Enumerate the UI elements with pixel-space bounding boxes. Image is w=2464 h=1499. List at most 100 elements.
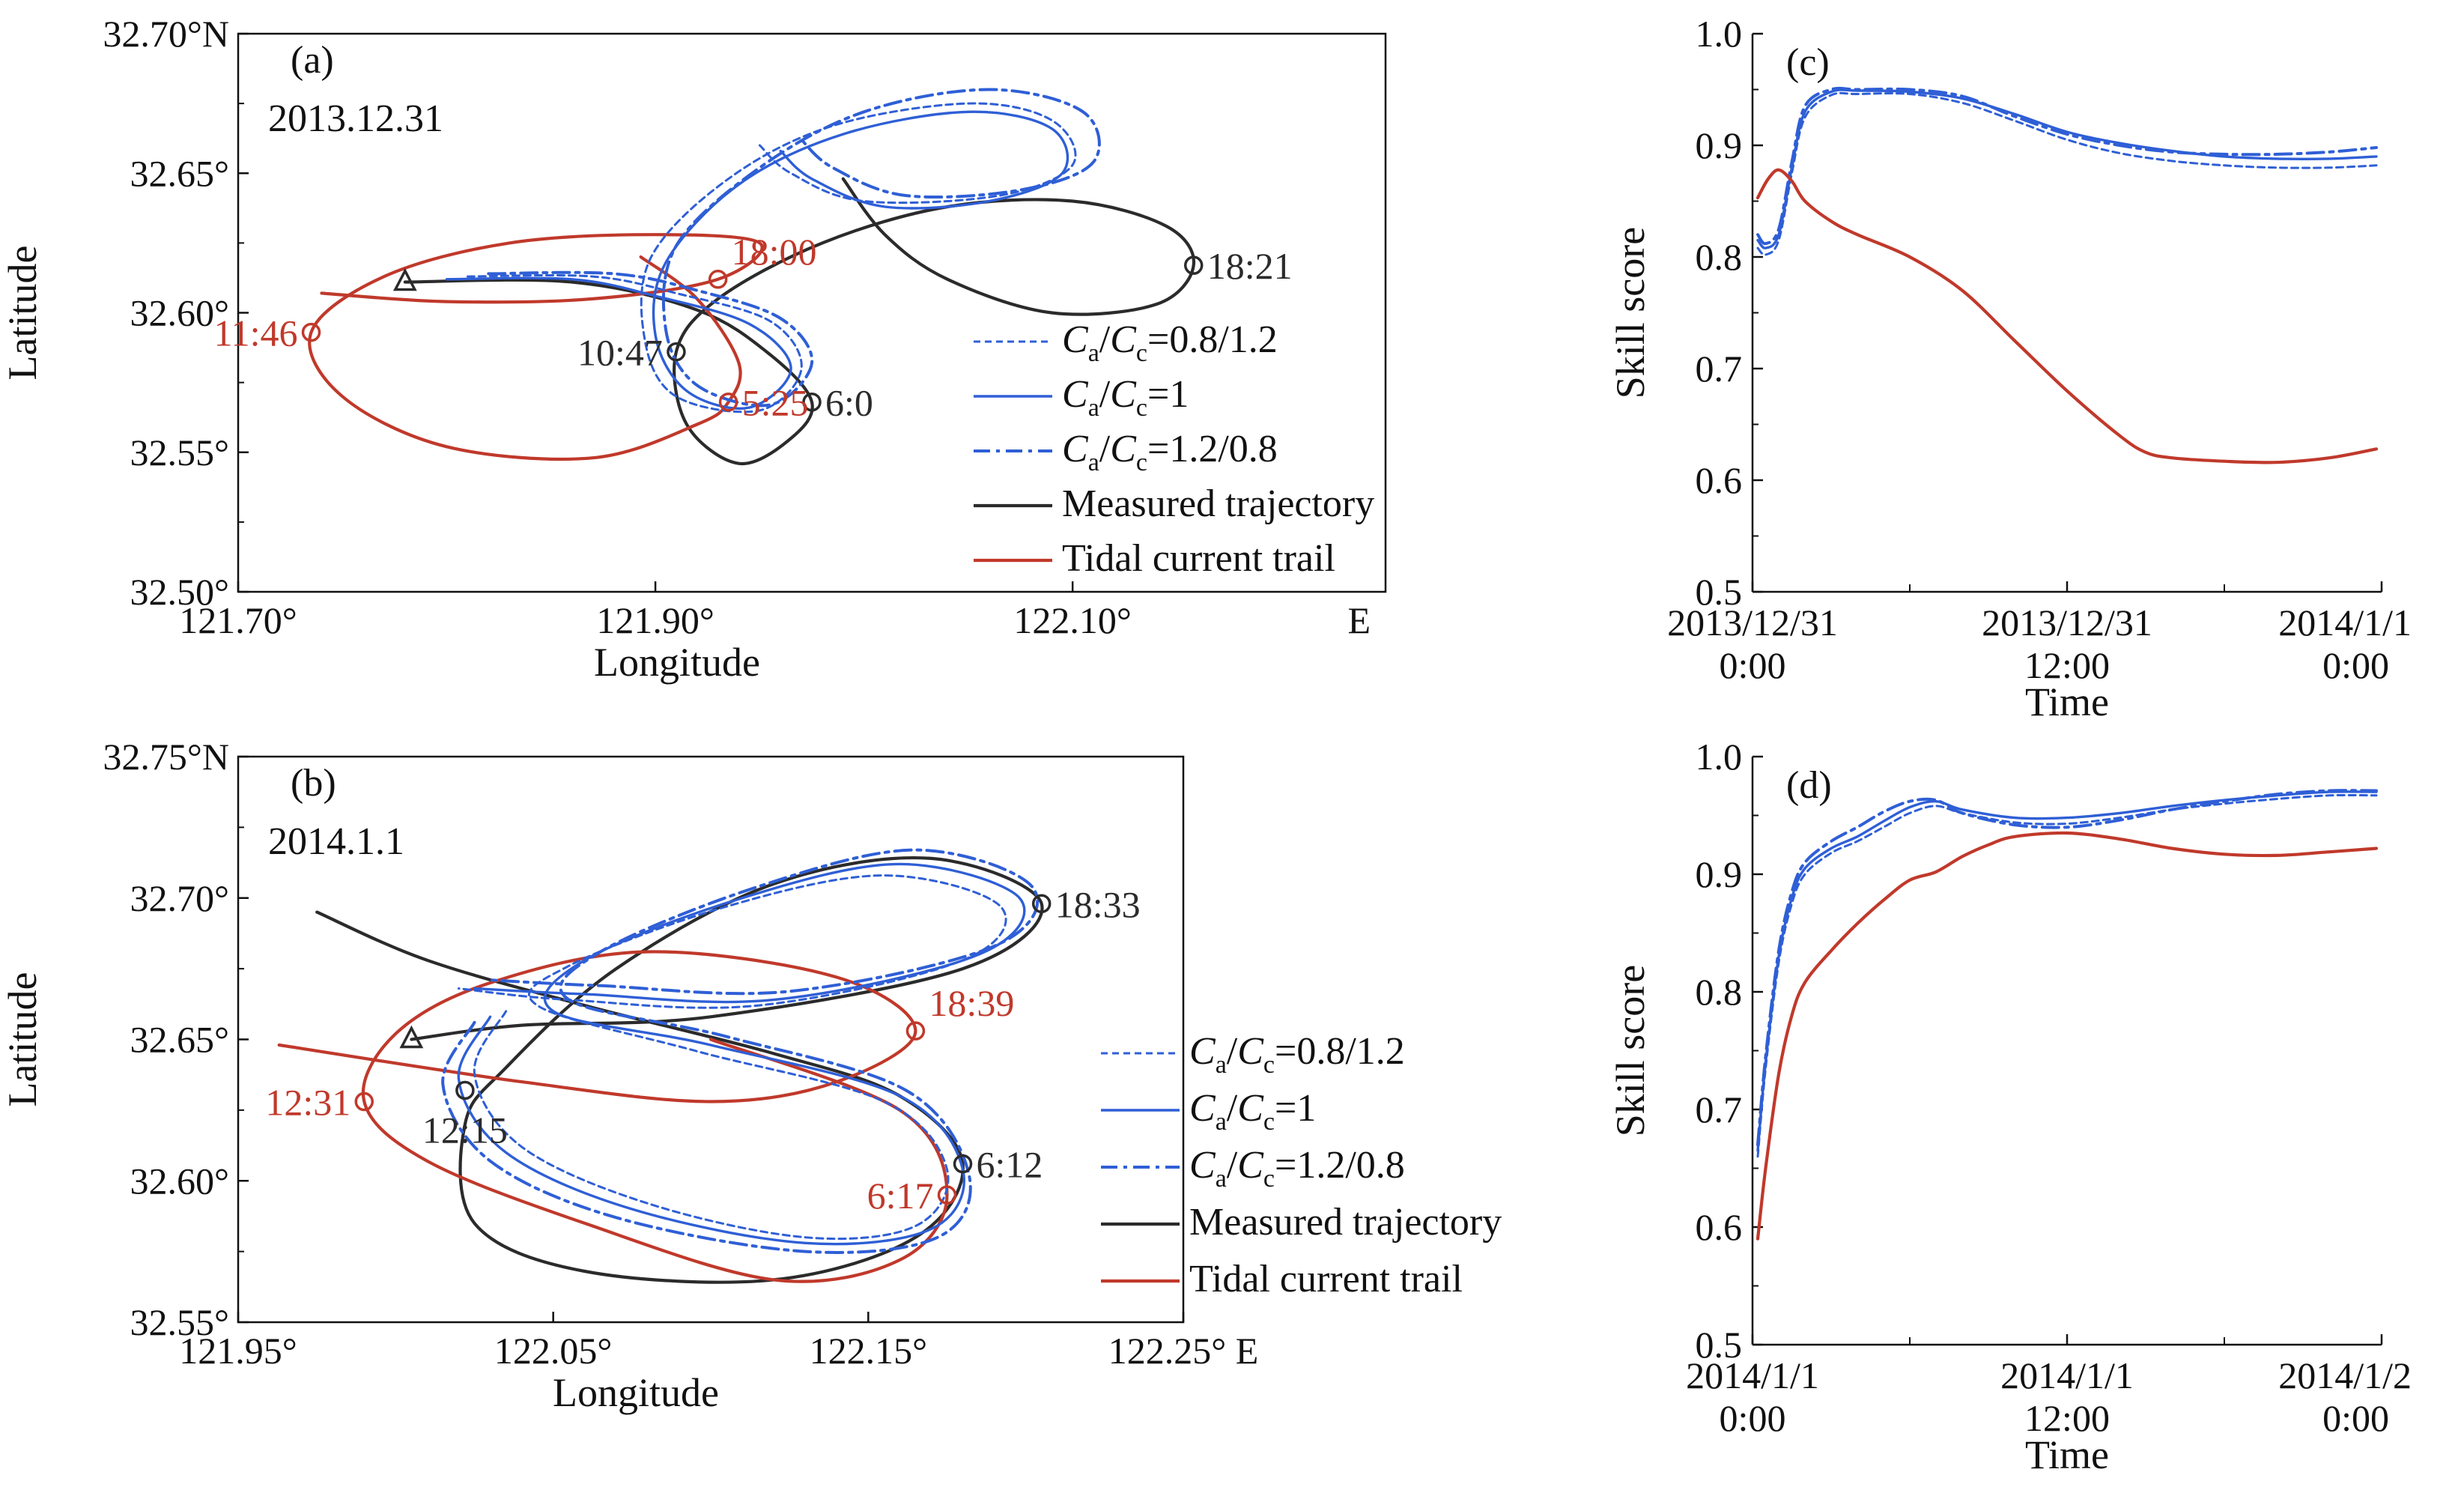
time-marker-circle (718, 392, 738, 412)
x-tick-label: 122.05° (494, 1330, 613, 1372)
y-axis-label: Skill score (1608, 227, 1653, 399)
x-axis-label: Time (2025, 1432, 2109, 1477)
series-line-tidal (308, 233, 764, 461)
x-tick-label: 122.15° (810, 1330, 928, 1372)
y-tick-label: 1.0 (1696, 736, 1743, 778)
series-line-measured (315, 856, 1044, 1284)
legend: Ca/Cc=0.8/1.2 Ca/Cc=1 Ca/Cc=1.2/0.8 Measure… (1101, 1030, 1502, 1300)
time-marker-circle (354, 1091, 374, 1112)
y-tick-label: 32.75°N (103, 736, 229, 778)
time-annotation: 18:33 (1055, 883, 1141, 925)
legend-label-tidal: Tidal current trail (1062, 537, 1335, 580)
x-tick-label-date: 2014/1/2 (2278, 1354, 2412, 1396)
panel-label: (a) (291, 39, 334, 82)
panel-a-trajectory-map: 32.70°N 32.65° 32.60° 32.55° 32.50°121.70° 12… (0, 13, 1387, 685)
y-axis-label: Latitude (0, 246, 45, 381)
x-tick-label-time: 12:00 (2024, 1397, 2110, 1439)
x-tick-label-time: 0:00 (2322, 644, 2389, 686)
panel-c-skill-score-chart: 1.00.90.80.70.60.52013/12/310:002013/12/… (1608, 13, 2412, 724)
time-marker-circle (905, 1021, 926, 1041)
y-axis-label: Skill score (1608, 965, 1653, 1136)
time-annotation: 5:25 (742, 382, 809, 424)
date-label: 2014.1.1 (268, 820, 404, 863)
panel-d-skill-score-chart: 1.00.90.80.70.60.52014/1/10:002014/1/112… (1608, 736, 2412, 1477)
time-annotation: 6:12 (977, 1144, 1043, 1186)
y-tick-label: 0.6 (1696, 459, 1743, 501)
time-annotation: 10:47 (577, 332, 663, 374)
legend: Ca/Cc=0.8/1.2 Ca/Cc=1 Ca/Cc=1.2/0.8 Measure… (974, 318, 1374, 580)
skill-line-c12 (1756, 789, 2378, 1147)
y-tick-label: 32.60° (130, 1160, 230, 1202)
x-axis-label: Longitude (594, 640, 760, 685)
y-tick-label: 0.7 (1696, 348, 1743, 390)
series-line-tidal (277, 950, 949, 1283)
skill-line-c12 (1756, 86, 2378, 246)
legend-label-c12: Ca/Cc=1.2/0.8 (1189, 1144, 1405, 1193)
panel-b-trajectory-map: 32.75°N 32.70° 32.65° 32.60° 32.55°121.95° 12… (0, 736, 1502, 1415)
y-tick-label: 0.9 (1696, 124, 1743, 166)
time-marker-circle (667, 342, 686, 362)
skill-line-tidal (1756, 831, 2379, 1241)
x-tick-label: 121.90° (596, 599, 714, 641)
start-marker-triangle (392, 267, 417, 291)
time-annotation: 11:46 (213, 312, 297, 354)
time-marker-circle (953, 1154, 973, 1174)
time-marker-circle (708, 270, 728, 289)
series-line-c08 (466, 102, 1077, 414)
time-annotation: 12:15 (422, 1109, 508, 1151)
y-tick-label: 1.0 (1696, 13, 1743, 55)
time-marker-circle (301, 322, 321, 342)
series-line-c10 (457, 862, 1026, 1246)
legend-label-measured: Measured trajectory (1062, 482, 1374, 525)
date-label: 2013.12.31 (268, 97, 443, 140)
x-tick-label: 121.95° (179, 1330, 297, 1372)
legend-label-tidal: Tidal current trail (1189, 1258, 1463, 1300)
y-tick-label: 32.55° (130, 431, 230, 473)
skill-line-c10 (1756, 88, 2378, 249)
time-annotation: 6:17 (867, 1175, 934, 1217)
time-annotation: 12:31 (265, 1082, 351, 1124)
y-tick-label: 0.9 (1696, 853, 1743, 895)
time-annotation: 18:00 (732, 231, 817, 273)
x-tick-label: 122.10° (1013, 599, 1132, 641)
skill-line-tidal (1756, 168, 2379, 464)
panel-label: (d) (1786, 764, 1832, 807)
x-tick-label-date: 2013/12/31 (1667, 602, 1838, 643)
legend-label-c08: Ca/Cc=0.8/1.2 (1189, 1030, 1405, 1079)
series-line-c08 (458, 874, 1007, 1241)
y-tick-label: 0.6 (1696, 1206, 1743, 1248)
panel-label: (c) (1786, 41, 1830, 84)
y-tick-label: 32.50° (130, 571, 230, 613)
skill-line-c08 (1756, 793, 2378, 1158)
time-annotation: 18:39 (929, 982, 1014, 1024)
x-unit-label: E (1347, 599, 1371, 641)
x-tick-label-time: 0:00 (1720, 644, 1786, 686)
x-tick-label: 122.25° E (1108, 1330, 1259, 1372)
x-tick-label-date: 2014/1/1 (2278, 602, 2412, 643)
x-tick-label-time: 0:00 (2322, 1397, 2389, 1439)
y-tick-label: 32.60° (130, 292, 230, 334)
x-tick-label-date: 2013/12/31 (1982, 602, 2152, 643)
time-annotation: 18:21 (1207, 245, 1293, 287)
time-marker-circle (455, 1080, 475, 1100)
series-line-measured (403, 177, 1196, 465)
y-tick-label: 32.65° (130, 1019, 230, 1061)
x-axis-label: Longitude (553, 1370, 719, 1415)
y-tick-label: 0.8 (1696, 971, 1743, 1013)
x-tick-label-date: 2014/1/1 (2000, 1354, 2134, 1396)
series-line-c12 (487, 88, 1101, 408)
panel-label: (b) (291, 762, 336, 805)
y-tick-label: 32.70°N (103, 13, 229, 55)
skill-line-c08 (1756, 91, 2378, 256)
legend-label-c10: Ca/Cc=1 (1062, 373, 1189, 422)
x-tick-label-time: 12:00 (2024, 644, 2110, 686)
y-tick-label: 32.55° (130, 1301, 230, 1343)
legend-label-c08: Ca/Cc=0.8/1.2 (1062, 318, 1278, 367)
time-marker-circle (937, 1185, 957, 1205)
y-tick-label: 32.65° (130, 152, 230, 194)
y-axis-label: Latitude (0, 972, 45, 1107)
x-axis-label: Time (2025, 679, 2109, 724)
time-marker-circle (802, 392, 822, 412)
series-line-c12 (441, 848, 1040, 1254)
